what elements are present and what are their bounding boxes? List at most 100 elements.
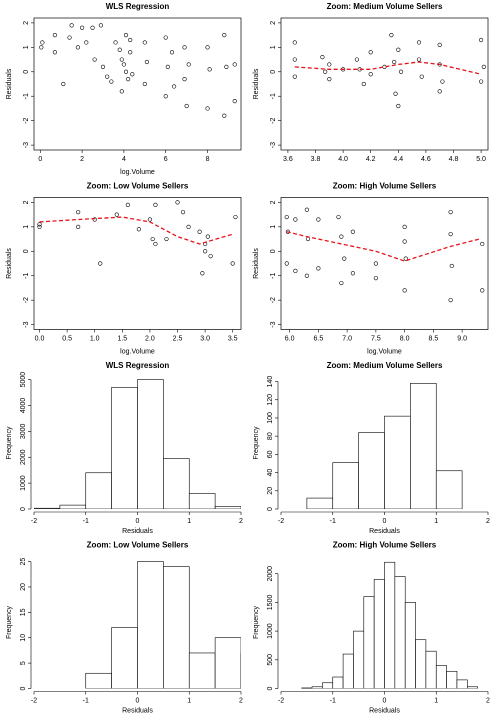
point: [284, 214, 289, 220]
y-tick-label: 500: [267, 654, 274, 666]
bar: [456, 679, 468, 689]
bar: [214, 506, 241, 509]
point: [396, 103, 401, 109]
x-tick-label: -2: [31, 697, 37, 704]
y-tick-label: 4000: [20, 398, 27, 414]
bar: [163, 566, 190, 689]
bar: [332, 676, 344, 689]
bar: [394, 576, 406, 689]
point: [205, 45, 210, 50]
y-tick-label: 2: [23, 200, 30, 204]
point: [92, 57, 97, 62]
point: [350, 271, 355, 276]
point: [402, 239, 407, 244]
point: [119, 57, 124, 62]
x-tick-label: 2.5: [173, 335, 183, 342]
x-tick-label: -2: [31, 518, 37, 525]
points: [39, 23, 237, 118]
point: [169, 50, 175, 55]
bar: [410, 383, 437, 509]
x-axis-label: log.Volume: [367, 348, 402, 355]
bar: [373, 579, 385, 689]
x-tick-label: -1: [83, 697, 89, 704]
point: [293, 217, 298, 222]
x-tick-label: 1: [187, 518, 191, 525]
y-tick-label: 1500: [267, 595, 274, 611]
y-tick-label: 140: [267, 376, 274, 388]
y-tick-label: 1: [270, 45, 277, 49]
x-tick-label: 2: [486, 697, 490, 704]
point: [90, 25, 95, 30]
x-tick-label: 4.6: [421, 156, 431, 163]
y-tick-label: -2: [23, 297, 30, 303]
point: [449, 263, 454, 269]
x-axis-label: log.Volume: [120, 348, 155, 355]
point: [437, 89, 442, 94]
point: [304, 207, 309, 212]
point: [292, 57, 297, 62]
point: [316, 217, 321, 222]
panel: Zoom: High Volume Sellers Residuals Freque…: [253, 541, 490, 715]
points: [292, 33, 486, 109]
point: [123, 33, 129, 38]
point: [186, 224, 191, 229]
x-tick-label: 0: [38, 156, 42, 163]
point: [368, 72, 373, 77]
point: [100, 64, 106, 69]
point: [200, 271, 205, 276]
bar: [311, 686, 323, 689]
y-axis-label: Frequency: [253, 426, 260, 460]
x-tick-label: 3.5: [228, 335, 238, 342]
y-tick-label: 100: [267, 412, 274, 424]
point: [69, 23, 74, 28]
y-tick-label: 60: [267, 450, 274, 458]
panel-title: Zoom: Low Volume Sellers: [87, 541, 189, 550]
panel-title: Zoom: Medium Volume Sellers: [327, 2, 443, 11]
y-tick-label: 0: [270, 249, 277, 253]
point: [373, 261, 378, 266]
bar: [404, 602, 416, 689]
x-tick-label: 2: [486, 518, 490, 525]
x-tick-label: 4.4: [393, 156, 403, 163]
point: [165, 64, 170, 69]
point: [480, 288, 485, 293]
point: [208, 254, 213, 259]
point: [76, 210, 81, 215]
y-tick-label: 0: [267, 686, 274, 690]
y-tick-label: -2: [270, 117, 277, 123]
x-tick-label: 8.0: [400, 335, 410, 342]
point: [117, 47, 122, 52]
point: [481, 64, 486, 69]
bar: [435, 665, 447, 689]
bar: [163, 458, 190, 509]
x-tick-label: 4: [122, 156, 126, 163]
x-tick-label: -2: [278, 697, 284, 704]
plot-frame: [33, 197, 242, 330]
point: [327, 77, 332, 82]
point: [163, 35, 168, 40]
smooth-line: [294, 61, 482, 75]
panel: Zoom: High Volume Sellers log.Volume Resid…: [253, 182, 489, 355]
point: [52, 33, 58, 38]
point: [292, 40, 297, 45]
bar: [353, 630, 365, 689]
point: [342, 256, 347, 261]
point: [76, 224, 81, 229]
x-axis-label: log.Volume: [120, 169, 155, 176]
bars: [306, 383, 463, 509]
y-axis-label: Frequency: [6, 605, 13, 639]
plot-frame: [280, 17, 489, 151]
point: [350, 229, 355, 234]
x-axis-label: Residuals: [369, 707, 400, 714]
y-axis-label: Residuals: [6, 248, 13, 279]
point: [368, 50, 373, 55]
x-tick-label: 3.0: [200, 335, 210, 342]
x-tick-label: 6.5: [314, 335, 324, 342]
y-tick-label: 20: [267, 487, 274, 495]
point: [163, 94, 168, 99]
y-tick-label: 120: [267, 394, 274, 406]
y-tick-label: 0: [23, 249, 30, 253]
point: [144, 59, 150, 65]
y-tick-label: -2: [270, 297, 277, 303]
y-tick-label: 1000: [20, 475, 27, 491]
